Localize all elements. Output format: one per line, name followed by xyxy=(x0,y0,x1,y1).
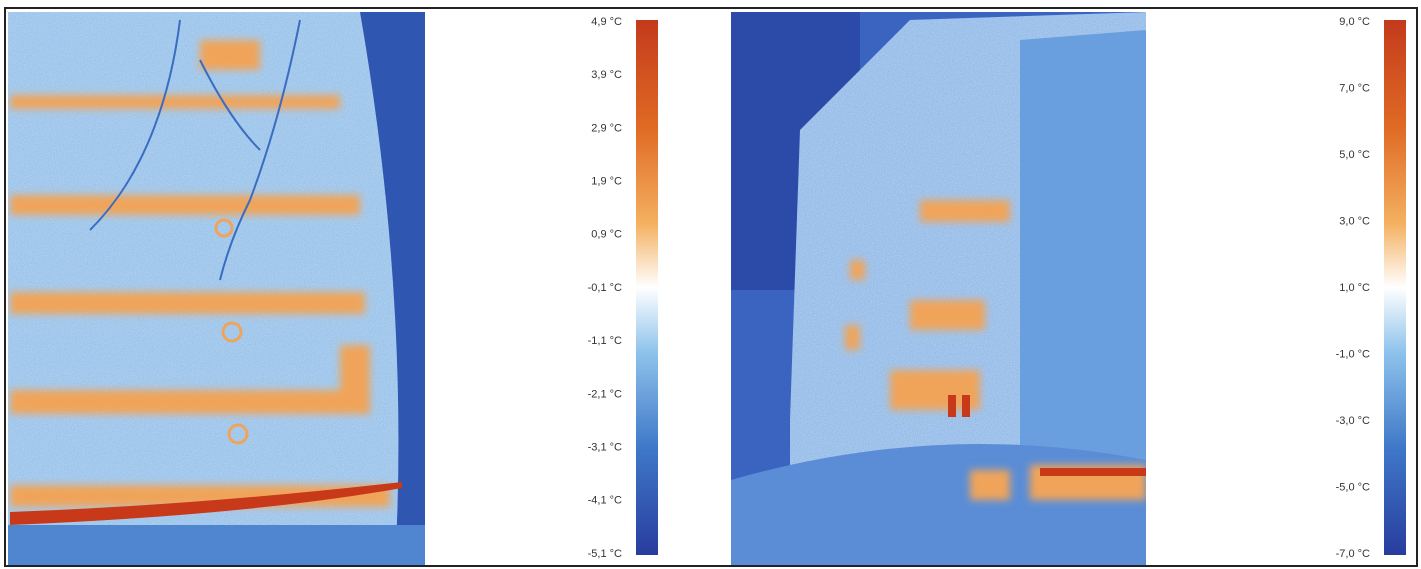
scale-label: 1,9 °C xyxy=(591,176,622,188)
scale-label: -5,0 °C xyxy=(1336,481,1370,493)
color-scale xyxy=(1384,20,1406,555)
scale-label: -3,1 °C xyxy=(588,442,622,454)
scale-label: -1,0 °C xyxy=(1336,348,1370,360)
scale-label: -1,1 °C xyxy=(588,335,622,347)
scale-label: -3,0 °C xyxy=(1336,415,1370,427)
thermal-image-left xyxy=(8,12,425,565)
scale-label: 5,0 °C xyxy=(1339,149,1370,161)
scale-label: -4,1 °C xyxy=(588,495,622,507)
scale-label: 2,9 °C xyxy=(591,122,622,134)
scale-label: -7,0 °C xyxy=(1336,548,1370,560)
scale-label: 3,0 °C xyxy=(1339,215,1370,227)
scale-label: 7,0 °C xyxy=(1339,82,1370,94)
scale-label: -0,1 °C xyxy=(588,282,622,294)
scale-label: 3,9 °C xyxy=(591,69,622,81)
scale-label: -5,1 °C xyxy=(588,548,622,560)
thermal-image-right xyxy=(731,12,1146,565)
scale-label: 1,0 °C xyxy=(1339,282,1370,294)
thermal-figure: 4,9 °C 3,9 °C 2,9 °C 1,9 °C 0,9 °C -0,1 °C -1,… xyxy=(0,0,1421,569)
scale-label: -2,1 °C xyxy=(588,388,622,400)
scale-label: 0,9 °C xyxy=(591,229,622,241)
color-scale xyxy=(636,20,658,555)
scale-label: 9,0 °C xyxy=(1339,16,1370,28)
scale-label: 4,9 °C xyxy=(591,16,622,28)
